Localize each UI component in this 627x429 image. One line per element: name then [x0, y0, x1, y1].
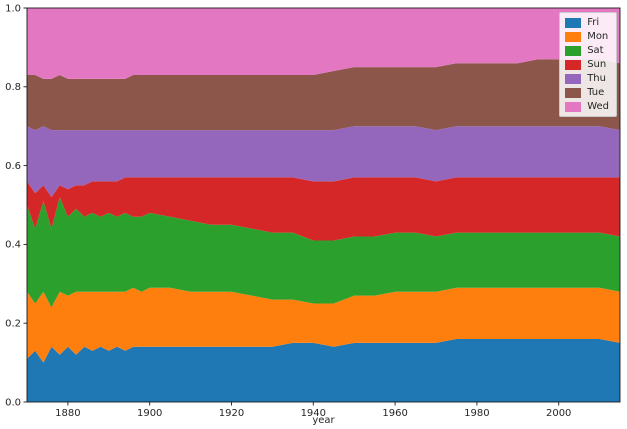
legend-label-fri: Fri	[587, 17, 600, 28]
area-fri	[27, 339, 620, 402]
y-tick-label-1.0: 1.0	[5, 3, 21, 14]
x-axis-label: year	[312, 415, 335, 426]
legend-label-mon: Mon	[587, 31, 609, 42]
legend-item-wed: Wed	[565, 101, 609, 112]
legend-item-sat: Sat	[565, 45, 609, 56]
x-tick-label-2000: 2000	[546, 408, 571, 419]
legend-label-sat: Sat	[587, 45, 604, 56]
legend-item-sun: Sun	[565, 59, 609, 70]
area-tue	[27, 59, 620, 131]
legend-swatch-thu	[565, 73, 582, 84]
legend-item-thu: Thu	[565, 73, 609, 84]
legend-swatch-fri	[565, 17, 582, 28]
y-tick-label-0.2: 0.2	[5, 319, 21, 330]
area-sun	[27, 177, 620, 241]
legend-swatch-sun	[565, 59, 582, 70]
plot-border	[26, 7, 621, 403]
x-tick-label-1880: 1880	[55, 408, 80, 419]
legend-item-tue: Tue	[565, 87, 609, 98]
legend-item-fri: Fri	[565, 17, 609, 28]
area-thu	[27, 126, 620, 198]
area-wed	[27, 8, 620, 79]
legend-swatch-mon	[565, 31, 582, 42]
legend-swatch-sat	[565, 45, 582, 56]
legend: Fri Mon Sat Sun Thu Tue Wed	[559, 12, 617, 117]
area-mon	[27, 287, 620, 363]
y-tick-label-0.0: 0.0	[5, 397, 21, 408]
legend-item-mon: Mon	[565, 31, 609, 42]
legend-swatch-wed	[565, 101, 582, 112]
x-tick-label-1940: 1940	[301, 408, 326, 419]
x-tick-label-1980: 1980	[464, 408, 489, 419]
x-tick-label-1900: 1900	[137, 408, 162, 419]
area-sat	[27, 197, 620, 308]
x-tick-label-1920: 1920	[219, 408, 244, 419]
y-tick-label-0.8: 0.8	[5, 82, 21, 93]
y-tick-label-0.6: 0.6	[5, 161, 21, 172]
x-tick-label-1960: 1960	[382, 408, 407, 419]
legend-swatch-tue	[565, 87, 582, 98]
legend-label-thu: Thu	[587, 73, 606, 84]
y-tick-label-0.4: 0.4	[5, 240, 21, 251]
legend-label-tue: Tue	[587, 87, 605, 98]
legend-label-wed: Wed	[587, 101, 609, 112]
legend-label-sun: Sun	[587, 59, 607, 70]
